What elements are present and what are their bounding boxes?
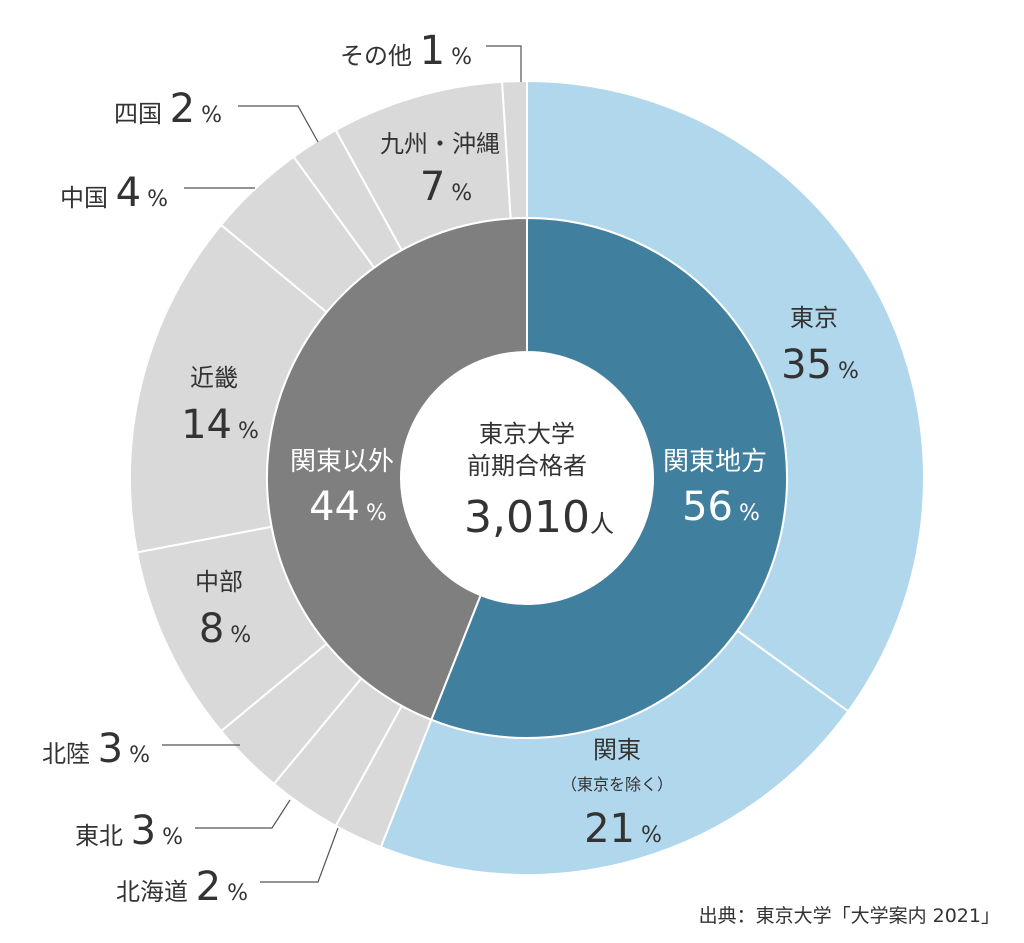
outer-label-other: その他 1% — [340, 28, 472, 74]
outer-label-chubu: 中部 8% — [195, 568, 251, 652]
outer-label-chugoku-value-percent: % — [147, 187, 168, 212]
outer-label-tohoku: 東北 3% — [75, 808, 183, 854]
outer-label-kyushu-okinawa: 九州・沖縄 7% — [380, 130, 500, 210]
outer-label-shikoku: 四国 2% — [114, 86, 222, 132]
center-total-unit: 人 — [590, 510, 614, 538]
outer-label-tohoku-name: 東北 — [75, 822, 131, 850]
outer-label-other-value-percent: % — [451, 45, 472, 70]
center-total: 3,010人 — [464, 492, 614, 543]
inner-label-outside-kanto: 関東以外 44% — [290, 447, 394, 530]
outer-label-shikoku-leader — [238, 105, 319, 143]
outer-label-chubu-name: 中部 — [195, 568, 243, 596]
outer-label-hokkaido: 北海道 2% — [116, 864, 248, 910]
inner-ring — [266, 216, 788, 739]
center-label: 東京大学 前期合格者 3,010人 — [464, 420, 614, 543]
outer-label-shikoku-value-number: 2 — [170, 86, 195, 132]
outer-label-hokkaido-value-percent: % — [227, 881, 248, 906]
outer-label-kinki-value: 14% — [181, 402, 259, 448]
outer-label-kinki-name: 近畿 — [190, 364, 238, 392]
inner-label-outside-kanto-name: 関東以外 — [290, 447, 394, 477]
outer-label-kyushu-okinawa-value-number: 7 — [420, 164, 445, 210]
outer-label-shikoku-name: 四国 — [114, 100, 170, 128]
outer-label-other-value-number: 1 — [420, 28, 445, 74]
outer-label-chugoku-name: 中国 — [60, 184, 116, 212]
outer-label-shikoku-value-percent: % — [201, 103, 222, 128]
center-total-value: 3,010 — [464, 492, 590, 543]
outer-label-hokuriku-value-number: 3 — [98, 726, 123, 772]
outer-label-kanto-sublabel: （東京を除く） — [561, 775, 673, 794]
inner-label-outside-kanto-value-percent: % — [366, 501, 387, 526]
outer-label-tohoku-value-number: 3 — [131, 808, 156, 854]
inner-label-kanto-region: 関東地方 56% — [663, 447, 767, 530]
outer-label-hokkaido-name: 北海道 — [116, 878, 196, 906]
outer-label-hokkaido-value-number: 2 — [196, 864, 221, 910]
outer-label-kyushu-okinawa-value: 7% — [420, 164, 472, 210]
inner-label-outside-kanto-value: 44% — [309, 484, 387, 530]
outer-label-chubu-value-number: 8 — [199, 606, 224, 652]
outer-label-other-leader — [486, 45, 522, 82]
outer-label-chubu-value: 8% — [199, 606, 251, 652]
outer-label-tohoku-value-percent: % — [162, 825, 183, 850]
outer-label-kanto: 関東 （東京を除く） 21% — [561, 736, 673, 852]
outer-label-chugoku-value-number: 4 — [116, 170, 141, 216]
outer-label-other-name: その他 — [340, 42, 420, 70]
outer-label-hokuriku-name: 北陸 — [42, 740, 98, 768]
outer-label-tohoku-leader — [195, 799, 291, 829]
inner-label-kanto-region-value: 56% — [682, 484, 760, 530]
outer-label-hokuriku-value-percent: % — [129, 743, 150, 768]
outer-label-kanto-name: 関東 — [593, 736, 641, 764]
outer-label-tokyo-value-number: 35 — [781, 342, 832, 388]
outer-label-tokyo-value-percent: % — [838, 359, 859, 384]
outer-label-tokyo: 東京 35% — [781, 304, 859, 388]
outer-label-chugoku: 中国 4% — [60, 170, 168, 216]
inner-label-kanto-region-value-percent: % — [739, 501, 760, 526]
outer-label-kyushu-okinawa-name: 九州・沖縄 — [380, 130, 500, 158]
outer-label-hokuriku: 北陸 3% — [42, 726, 150, 772]
outer-label-tokyo-value: 35% — [781, 342, 859, 388]
outer-label-kinki: 近畿 14% — [181, 364, 259, 448]
leader-lines — [162, 45, 522, 883]
outer-label-kyushu-okinawa-value-percent: % — [451, 181, 472, 206]
outer-label-tokyo-name: 東京 — [790, 304, 838, 332]
outer-label-kanto-value-number: 21 — [584, 806, 635, 852]
outer-label-chubu-value-percent: % — [230, 623, 251, 648]
outer-ring — [129, 79, 925, 876]
outer-label-kanto-value: 21% — [584, 806, 662, 852]
inner-label-kanto-region-value-number: 56 — [682, 484, 733, 530]
outer-label-hokkaido-leader — [260, 827, 339, 883]
center-hole — [401, 352, 653, 604]
inner-label-kanto-region-name: 関東地方 — [663, 447, 767, 477]
center-line-2: 前期合格者 — [467, 452, 587, 480]
outer-label-kinki-value-percent: % — [238, 419, 259, 444]
inner-label-outside-kanto-value-number: 44 — [309, 484, 360, 530]
center-line-1: 東京大学 — [479, 420, 575, 448]
outer-label-kanto-value-percent: % — [641, 823, 662, 848]
outer-label-kinki-value-number: 14 — [181, 402, 232, 448]
source-note: 出典：東京大学「大学案内 2021」 — [699, 905, 1000, 927]
